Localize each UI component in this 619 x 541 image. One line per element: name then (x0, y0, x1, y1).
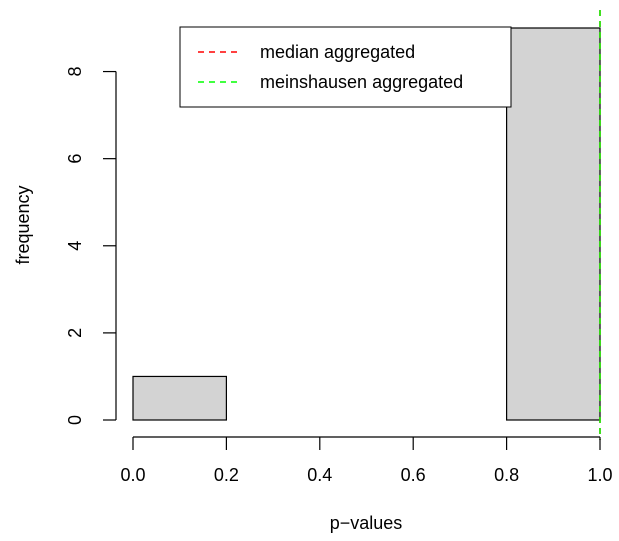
x-tick-label-4: 0.8 (494, 465, 519, 485)
legend-box (179, 26, 512, 108)
x-axis-title: p−values (330, 513, 403, 533)
x-tick-label-1: 0.2 (214, 465, 239, 485)
legend: median aggregated meinshausen aggregated (179, 26, 512, 108)
x-tick-label-2: 0.4 (307, 465, 332, 485)
y-tick-label-2: 4 (65, 241, 85, 251)
y-tick-label-4: 8 (65, 67, 85, 77)
legend-label-median: median aggregated (260, 42, 415, 62)
x-tick-label-5: 1.0 (587, 465, 612, 485)
y-tick-label-3: 6 (65, 154, 85, 164)
x-tick-label-0: 0.0 (120, 465, 145, 485)
y-axis-title: frequency (13, 185, 33, 264)
histogram-bars (132, 27, 601, 421)
y-axis: 0 2 4 6 8 (65, 67, 117, 425)
x-tick-label-3: 0.6 (401, 465, 426, 485)
y-tick-label-1: 2 (65, 328, 85, 338)
y-tick-label-0: 0 (65, 415, 85, 425)
legend-label-meinshausen: meinshausen aggregated (260, 72, 463, 92)
histogram-bar-4 (506, 27, 601, 421)
x-axis: 0.0 0.2 0.4 0.6 0.8 1.0 (120, 436, 613, 485)
histogram-bar-0 (132, 375, 228, 421)
